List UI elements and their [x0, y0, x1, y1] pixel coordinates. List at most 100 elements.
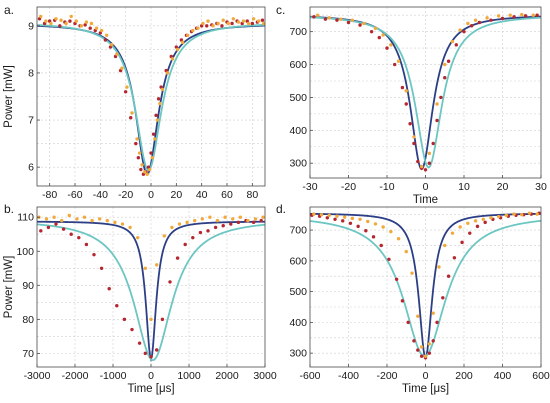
data-point-orange — [496, 214, 501, 219]
data-point-red — [183, 242, 187, 247]
data-point-red — [452, 256, 457, 260]
x-tick-label: -1000 — [100, 370, 127, 382]
data-point-red — [155, 348, 159, 352]
data-point-orange — [253, 217, 258, 221]
data-point-orange — [160, 87, 165, 92]
data-point-orange — [389, 43, 393, 47]
data-point-orange — [206, 19, 210, 23]
data-point-red — [325, 216, 330, 220]
x-tick-label: 30 — [535, 181, 547, 193]
data-point-red — [483, 220, 487, 225]
data-point-orange — [186, 33, 190, 37]
data-point-orange — [520, 212, 524, 217]
y-tick-label: 500 — [289, 286, 307, 298]
data-point-orange — [185, 220, 189, 225]
data-point-orange — [221, 18, 225, 22]
data-point-red — [535, 13, 539, 17]
data-point-orange — [223, 215, 227, 219]
data-point-orange — [381, 225, 385, 229]
data-point-red — [221, 224, 225, 228]
x-tick-label: 200 — [455, 370, 473, 382]
data-point-orange — [327, 16, 331, 20]
data-point-orange — [74, 19, 78, 23]
data-point-red — [205, 24, 209, 28]
data-point-red — [443, 76, 447, 80]
data-point-orange — [404, 249, 408, 254]
data-point-orange — [358, 217, 362, 222]
data-point-orange — [350, 216, 355, 221]
data-point-red — [160, 317, 165, 322]
data-point-orange — [231, 217, 235, 221]
data-point-orange — [241, 19, 246, 23]
y-tick-label: 700 — [289, 26, 307, 38]
data-point-red — [404, 102, 408, 106]
data-point-orange — [531, 13, 535, 17]
y-tick-label: 8 — [28, 67, 34, 79]
x-tick-label: -60 — [67, 189, 82, 201]
data-point-orange — [404, 89, 408, 93]
data-point-orange — [431, 311, 435, 315]
data-point-red — [123, 90, 128, 94]
data-point-red — [130, 327, 134, 332]
plot-area — [310, 12, 541, 172]
data-point-orange — [362, 21, 366, 26]
data-point-orange — [450, 231, 455, 235]
data-point-red — [358, 23, 362, 27]
data-point-orange — [512, 212, 516, 216]
y-tick-label: 700 — [289, 225, 307, 237]
data-point-orange — [39, 14, 43, 19]
data-point-red — [122, 317, 127, 322]
data-point-orange — [381, 33, 385, 37]
data-point-red — [107, 287, 111, 291]
data-point-orange — [130, 111, 134, 115]
data-point-red — [356, 224, 360, 229]
data-point-red — [46, 225, 51, 230]
data-point-red — [115, 304, 119, 308]
data-point-red — [412, 141, 416, 146]
x-tick-label: 60 — [221, 189, 233, 201]
data-point-red — [346, 20, 351, 25]
data-point-orange — [120, 222, 125, 226]
data-point-red — [220, 24, 224, 28]
data-point-orange — [485, 16, 489, 20]
data-point-orange — [177, 222, 182, 226]
plot-area — [310, 211, 541, 360]
data-point-red — [129, 115, 133, 120]
data-point-orange — [231, 17, 236, 21]
data-point-orange — [153, 137, 157, 141]
data-point-orange — [67, 213, 72, 218]
data-point-orange — [75, 217, 79, 221]
x-tick-label: -600 — [299, 370, 320, 382]
data-point-orange — [527, 211, 532, 215]
data-point-red — [439, 95, 443, 100]
data-point-red — [462, 29, 466, 34]
y-tick-label: 80 — [22, 314, 34, 326]
data-point-orange — [316, 13, 320, 17]
data-point-orange — [84, 20, 89, 24]
fit-curve-light — [37, 223, 265, 362]
data-point-orange — [226, 21, 230, 26]
data-point-orange — [256, 19, 261, 23]
y-tick-label: 100 — [16, 246, 34, 258]
data-point-red — [154, 113, 158, 118]
data-point-orange — [44, 217, 49, 221]
data-point-orange — [44, 19, 48, 23]
x-axis-label: Time [μs] — [127, 383, 174, 395]
data-point-orange — [155, 263, 159, 267]
data-point-orange — [251, 17, 256, 21]
data-point-red — [229, 222, 233, 226]
data-point-red — [523, 14, 528, 18]
data-point-orange — [366, 219, 370, 224]
data-point-orange — [110, 42, 114, 47]
data-point-red — [333, 217, 337, 222]
data-point-red — [427, 161, 432, 165]
data-point-red — [168, 280, 172, 284]
data-point-red — [348, 221, 353, 226]
y-tick-label: 6 — [28, 162, 34, 174]
data-point-red — [377, 35, 381, 40]
data-point-orange — [261, 215, 265, 219]
data-point-red — [412, 339, 416, 343]
panel-a: -80 -60 -40 -20 0 20 40 60 80 6 7 8 9 a. Power [mW] — [3, 3, 266, 201]
